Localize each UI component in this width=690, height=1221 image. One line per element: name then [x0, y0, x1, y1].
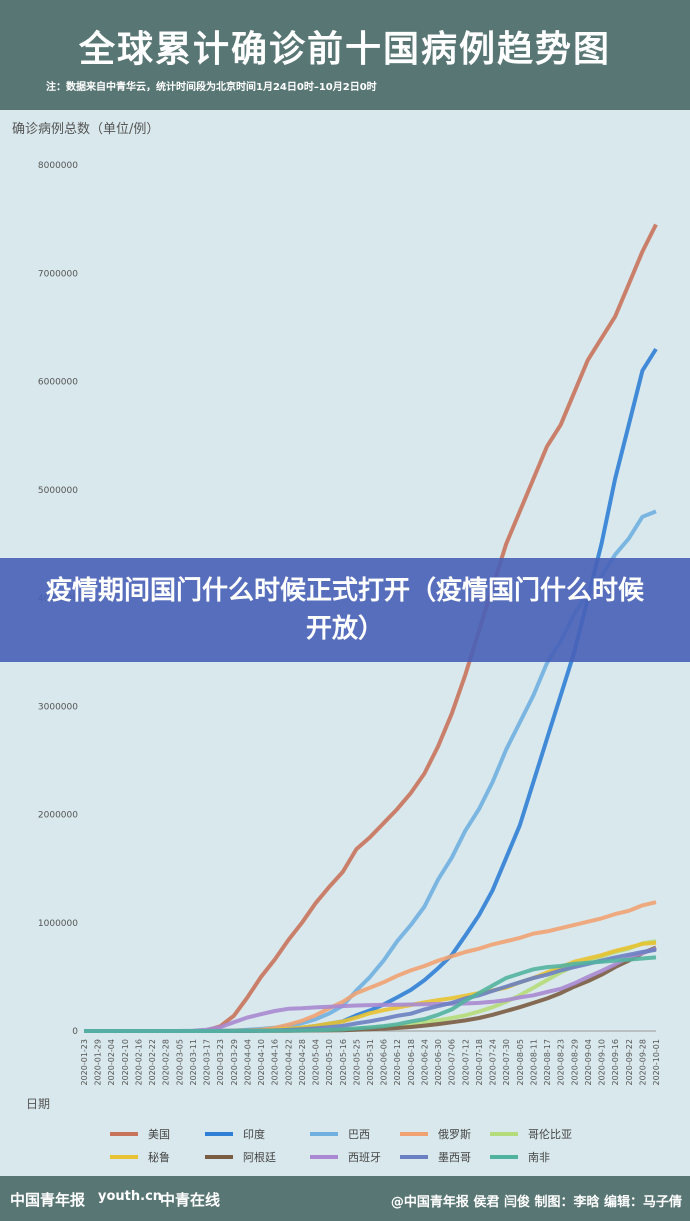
x-tick-label: 2020-03-23 — [216, 1039, 225, 1086]
banner-text: 疫情期间国门什么时候正式打开（疫情国门什么时候开放） — [45, 576, 644, 644]
legend-label: 墨西哥 — [438, 1151, 471, 1164]
y-tick-label: 6000000 — [38, 378, 78, 388]
credit: @中国青年报 侯君 闫俊 制图：李晗 编辑：马子倩 — [390, 1195, 682, 1210]
x-tick-label: 2020-07-12 — [461, 1039, 470, 1086]
y-tick-label: 3000000 — [38, 702, 78, 712]
x-tick-label: 2020-04-16 — [271, 1039, 280, 1086]
x-tick-label: 2020-08-23 — [557, 1039, 566, 1086]
y-tick-label: 0 — [72, 1027, 78, 1037]
y-tick-label: 7000000 — [38, 269, 78, 279]
x-tick-label: 2020-08-05 — [516, 1039, 525, 1086]
x-tick-label: 2020-08-29 — [570, 1039, 579, 1086]
footer: 中国青年报 youth.cn 中青在线 @中国青年报 侯君 闫俊 制图：李晗 编… — [0, 1176, 690, 1221]
subtitle: 注：数据来自中青华云，统计时间段为北京时间1月24日0时–10月2日0时 — [46, 82, 377, 93]
legend-label: 巴西 — [348, 1128, 370, 1141]
x-tick-label: 2020-05-04 — [312, 1039, 321, 1086]
x-tick-label: 2020-06-18 — [407, 1039, 416, 1086]
x-tick-label: 2020-04-04 — [243, 1039, 252, 1086]
legend-label: 秘鲁 — [148, 1150, 170, 1164]
x-tick-label: 2020-06-06 — [380, 1039, 389, 1086]
x-tick-label: 2020-02-22 — [148, 1039, 157, 1086]
y-tick-label: 1000000 — [38, 919, 78, 929]
header: 全球累计确诊前十国病例趋势图 注：数据来自中青华云，统计时间段为北京时间1月24… — [0, 0, 690, 110]
x-tick-label: 2020-07-30 — [502, 1039, 511, 1086]
x-tick-label: 2020-04-10 — [257, 1039, 266, 1086]
logo: youth.cn — [98, 1189, 163, 1204]
x-tick-label: 2020-03-05 — [175, 1039, 184, 1086]
x-tick-label: 2020-01-23 — [80, 1039, 89, 1086]
x-tick-label: 2020-09-22 — [625, 1039, 634, 1086]
legend-label: 南非 — [528, 1151, 550, 1164]
legend-label: 美国 — [148, 1128, 170, 1141]
x-tick-label: 2020-05-31 — [366, 1039, 375, 1086]
x-axis-label: 日期 — [26, 1097, 50, 1111]
logo: 中国青年报 — [10, 1191, 86, 1209]
x-tick-label: 2020-02-10 — [121, 1039, 130, 1086]
x-tick-label: 2020-08-17 — [543, 1039, 552, 1086]
x-tick-label: 2020-03-17 — [203, 1039, 212, 1086]
series-line — [84, 347, 658, 1033]
x-tick-label: 2020-02-28 — [162, 1039, 171, 1086]
legend-label: 哥伦比亚 — [528, 1127, 572, 1141]
y-tick-label: 2000000 — [38, 811, 78, 821]
x-tick-label: 2020-03-11 — [189, 1039, 198, 1086]
y-tick-label: 5000000 — [38, 486, 78, 496]
x-tick-label: 2020-05-16 — [339, 1039, 348, 1086]
legend-label: 西班牙 — [348, 1151, 381, 1164]
x-tick-label: 2020-08-11 — [529, 1039, 538, 1086]
x-tick-label: 2020-06-24 — [420, 1039, 429, 1086]
x-tick-label: 2020-04-22 — [284, 1039, 293, 1086]
y-tick-label: 8000000 — [38, 161, 78, 171]
series-line — [84, 955, 657, 1033]
x-tick-label: 2020-06-30 — [434, 1039, 443, 1086]
x-tick-label: 2020-05-10 — [325, 1039, 334, 1086]
x-tick-label: 2020-04-28 — [298, 1039, 307, 1086]
legend-label: 印度 — [243, 1127, 265, 1141]
x-tick-label: 2020-09-16 — [611, 1039, 620, 1086]
x-tick-label: 2020-05-25 — [352, 1039, 361, 1086]
x-tick-label: 2020-06-12 — [393, 1039, 402, 1086]
x-tick-label: 2020-10-01 — [652, 1039, 661, 1086]
legend-label: 阿根廷 — [243, 1150, 276, 1164]
x-tick-label: 2020-09-10 — [598, 1039, 607, 1086]
x-tick-label: 2020-02-04 — [107, 1039, 116, 1086]
banner: 疫情期间国门什么时候正式打开（疫情国门什么时候开放） — [0, 558, 690, 662]
x-tick-label: 2020-07-06 — [448, 1039, 457, 1086]
x-tick-label: 2020-09-28 — [638, 1039, 647, 1086]
x-tick-label: 2020-07-18 — [475, 1039, 484, 1086]
y-axis-label: 确诊病例总数（单位/例） — [12, 122, 159, 137]
logo: 中青在线 — [160, 1191, 221, 1209]
x-tick-label: 2020-03-29 — [230, 1039, 239, 1086]
x-tick-label: 2020-09-04 — [584, 1039, 593, 1086]
x-tick-label: 2020-01-29 — [94, 1039, 103, 1086]
legend-label: 俄罗斯 — [438, 1128, 471, 1141]
title: 全球累计确诊前十国病例趋势图 — [78, 29, 611, 70]
x-tick-label: 2020-07-24 — [489, 1039, 498, 1086]
x-tick-label: 2020-02-16 — [134, 1039, 143, 1086]
